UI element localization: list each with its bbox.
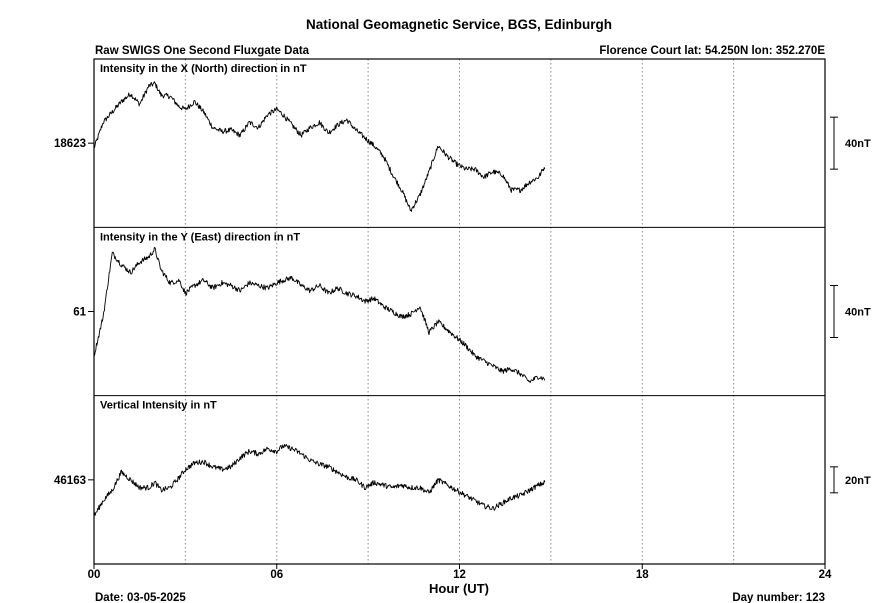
x-tick-label: 06: [270, 569, 283, 581]
y-center-value: 61: [73, 307, 86, 319]
panel-title: Intensity in the Y (East) direction in n…: [100, 231, 300, 243]
series-trace: [93, 443, 546, 517]
x-tick-label: 24: [819, 569, 832, 581]
station-label: Florence Court lat: 54.250N lon: 352.270…: [599, 45, 825, 57]
series-trace: [93, 247, 546, 384]
y-center-value: 18623: [54, 138, 86, 150]
date-label: Date: 03-05-2025: [95, 592, 186, 603]
y-center-value: 46163: [54, 475, 86, 487]
panel-title: Vertical Intensity in nT: [100, 400, 217, 412]
day-number-label: Day number: 123: [732, 592, 825, 603]
x-axis-label: Hour (UT): [429, 581, 489, 596]
plot-area: Intensity in the X (North) direction in …: [54, 58, 871, 581]
series-trace: [94, 81, 546, 212]
scale-label: 40nT: [845, 138, 871, 150]
scale-label: 20nT: [845, 475, 871, 487]
x-tick-label: 12: [453, 569, 466, 581]
x-tick-label: 18: [636, 569, 649, 581]
panel-title: Intensity in the X (North) direction in …: [100, 63, 307, 75]
data-type-label: Raw SWIGS One Second Fluxgate Data: [95, 45, 310, 57]
chart-title: National Geomagnetic Service, BGS, Edinb…: [306, 17, 612, 32]
scale-label: 40nT: [845, 307, 871, 319]
x-tick-label: 00: [88, 569, 101, 581]
